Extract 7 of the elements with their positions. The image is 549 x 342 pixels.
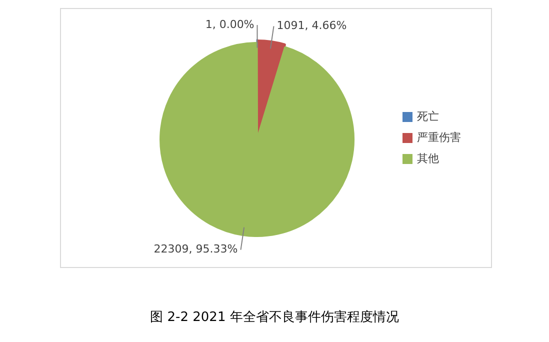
legend-label: 死亡 [417,110,439,123]
legend-label: 严重伤害 [417,130,461,144]
data-label: 1, 0.00% [205,18,254,31]
text: 图 2-2 2021 年全省不良事件伤害程度情况 [149,309,400,326]
data-label: 22309, 95.33% [154,242,238,256]
legend-label: 其他 [417,152,439,165]
data-label: 1091, 4.66% [276,19,347,32]
